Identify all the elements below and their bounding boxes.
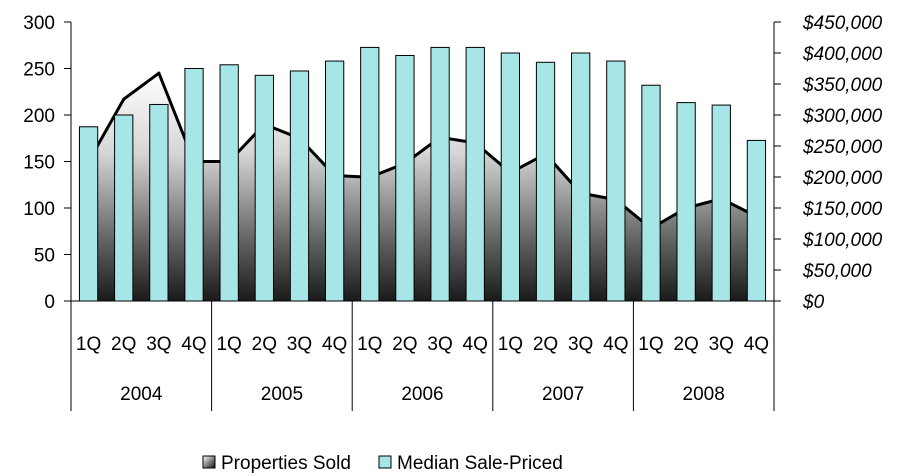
median-price-bar — [465, 46, 485, 302]
left-tick-label: 50 — [34, 246, 55, 267]
legend-label-median-price: Median Sale-Priced — [397, 453, 563, 474]
median-price-bar-layer — [78, 46, 767, 302]
median-price-bar — [149, 103, 169, 302]
legend-label-properties-sold: Properties Sold — [221, 453, 351, 474]
left-tick-label: 250 — [23, 60, 55, 81]
x-tick-label: 4Q — [603, 334, 628, 355]
median-price-bar — [254, 74, 274, 302]
median-price-bar — [184, 68, 204, 302]
x-tick-label: 2Q — [533, 334, 558, 355]
legend-swatch-properties-sold — [202, 455, 216, 469]
right-tick-label: $50,000 — [802, 261, 872, 282]
right-tick-label: $200,000 — [802, 168, 883, 189]
median-price-bar — [676, 102, 696, 302]
x-tick-label: 1Q — [216, 334, 241, 355]
right-tick-label: $350,000 — [802, 75, 883, 96]
x-tick-label: 3Q — [287, 334, 312, 355]
x-tick-label: 4Q — [744, 334, 769, 355]
median-price-bar — [78, 126, 99, 302]
median-price-bar — [430, 46, 450, 302]
median-price-bar — [606, 60, 626, 302]
properties-sold-point — [122, 97, 126, 101]
x-tick-label: 2Q — [673, 334, 698, 355]
legend: Properties Sold Median Sale-Priced — [202, 453, 563, 474]
median-price-bar — [360, 46, 380, 302]
right-tick-label: $0 — [802, 292, 825, 313]
x-tick-label: 4Q — [181, 334, 206, 355]
median-price-bar — [571, 52, 591, 302]
median-price-bar — [746, 139, 767, 302]
x-tick-label: 3Q — [427, 334, 452, 355]
right-tick-label: $150,000 — [802, 199, 883, 220]
right-tick-label: $400,000 — [802, 44, 883, 65]
right-tick-label: $100,000 — [802, 230, 883, 251]
left-tick-label: 300 — [23, 13, 55, 34]
median-price-bar — [219, 64, 239, 302]
x-tick-label: 4Q — [463, 334, 488, 355]
median-price-bar — [324, 60, 345, 302]
x-group-label: 2006 — [401, 384, 443, 405]
x-group-label: 2008 — [683, 384, 725, 405]
x-tick-label: 3Q — [146, 334, 171, 355]
median-price-bar — [114, 114, 134, 302]
right-tick-label: $250,000 — [802, 137, 883, 158]
median-price-bar — [711, 104, 731, 302]
left-tick-label: 200 — [23, 106, 55, 127]
x-tick-label: 1Q — [638, 334, 663, 355]
left-tick-label: 100 — [23, 199, 55, 220]
median-price-bar — [289, 70, 310, 302]
x-tick-label: 1Q — [357, 334, 382, 355]
x-tick-label: 1Q — [498, 334, 523, 355]
x-tick-label: 3Q — [709, 334, 734, 355]
median-price-bar — [500, 52, 521, 302]
x-group-label: 2007 — [542, 384, 584, 405]
median-price-bar — [641, 84, 661, 302]
left-tick-label: 0 — [44, 292, 55, 313]
x-tick-label: 2Q — [111, 334, 136, 355]
x-group-label: 2004 — [120, 384, 163, 405]
right-tick-label: $300,000 — [802, 106, 883, 127]
x-tick-label: 2Q — [392, 334, 417, 355]
right-tick-label: $450,000 — [802, 13, 883, 34]
properties-sold-point — [157, 71, 161, 75]
x-tick-label: 4Q — [322, 334, 347, 355]
x-group-label: 2005 — [261, 384, 303, 405]
x-tick-label: 2Q — [252, 334, 277, 355]
legend-swatch-median-price — [378, 455, 392, 469]
median-price-bar — [535, 61, 556, 302]
left-tick-label: 150 — [23, 153, 55, 174]
x-tick-label: 3Q — [568, 334, 593, 355]
axes-layer: 0 50 100 150 200 250 300 $0 $50,000 $100,000 $150,… — [23, 13, 883, 411]
x-tick-label: 1Q — [76, 334, 101, 355]
median-price-bar — [395, 54, 415, 302]
